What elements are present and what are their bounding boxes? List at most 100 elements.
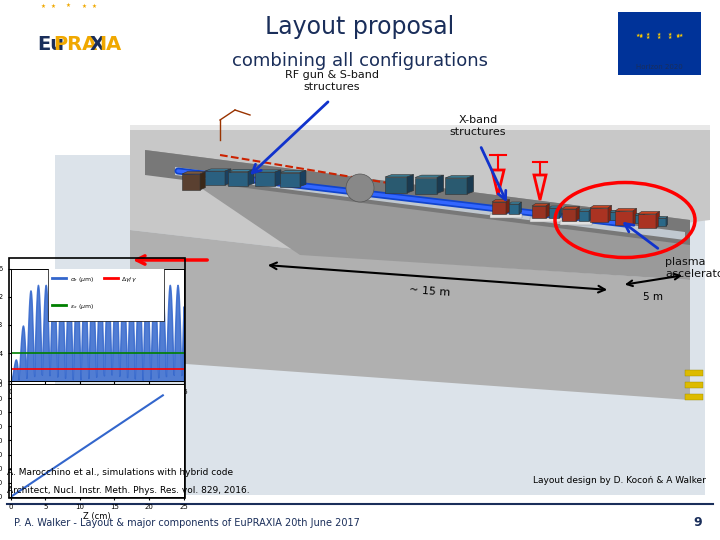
Bar <box>509 204 519 214</box>
Polygon shape <box>666 217 667 226</box>
Text: Horizon 2020: Horizon 2020 <box>636 64 683 70</box>
FancyBboxPatch shape <box>55 154 705 495</box>
Polygon shape <box>635 213 644 215</box>
FancyBboxPatch shape <box>48 267 163 321</box>
Polygon shape <box>562 207 580 209</box>
Text: ★: ★ <box>638 34 643 39</box>
Text: ★: ★ <box>657 35 662 40</box>
Bar <box>532 206 546 218</box>
Bar <box>490 214 522 218</box>
Polygon shape <box>638 212 660 214</box>
Bar <box>182 174 200 190</box>
Bar <box>579 211 589 221</box>
Polygon shape <box>300 171 306 186</box>
Polygon shape <box>225 169 231 185</box>
Bar <box>685 370 703 376</box>
Bar <box>638 214 656 228</box>
Text: Layout proposal: Layout proposal <box>266 15 454 39</box>
Polygon shape <box>407 174 413 193</box>
Bar <box>658 218 666 226</box>
Polygon shape <box>280 171 306 172</box>
Bar <box>228 172 248 186</box>
Polygon shape <box>200 172 205 190</box>
Polygon shape <box>633 208 636 225</box>
Bar <box>560 221 592 225</box>
Text: RF gun & S-band
structures: RF gun & S-band structures <box>285 70 379 92</box>
Text: $\epsilon_x$ ($\mu$m): $\epsilon_x$ ($\mu$m) <box>70 302 94 311</box>
Polygon shape <box>643 213 644 223</box>
Polygon shape <box>559 206 562 218</box>
Text: ★: ★ <box>635 33 640 38</box>
Polygon shape <box>590 206 611 208</box>
Polygon shape <box>175 167 685 240</box>
Polygon shape <box>519 202 521 214</box>
Bar <box>562 209 576 221</box>
Polygon shape <box>130 125 710 130</box>
Polygon shape <box>228 170 254 172</box>
Text: PRA: PRA <box>53 35 97 54</box>
Bar <box>685 382 703 388</box>
Polygon shape <box>576 207 580 221</box>
Polygon shape <box>579 209 592 211</box>
Polygon shape <box>255 170 281 172</box>
Text: Layout design by D. Kocoń & A Walker: Layout design by D. Kocoń & A Walker <box>533 476 706 485</box>
Text: ★: ★ <box>667 32 672 37</box>
Bar <box>205 171 225 185</box>
Polygon shape <box>437 175 444 193</box>
Polygon shape <box>130 230 690 400</box>
Text: ★: ★ <box>646 32 651 37</box>
Polygon shape <box>130 125 710 260</box>
Polygon shape <box>656 212 660 228</box>
Text: ★: ★ <box>646 35 651 39</box>
Bar <box>445 178 467 194</box>
Text: ★: ★ <box>678 33 683 38</box>
Polygon shape <box>467 176 474 194</box>
Text: ★: ★ <box>66 3 71 8</box>
Text: 5 m: 5 m <box>643 292 663 302</box>
Text: P. A. Walker - Layout & major components of EuPRAXIA 20th June 2017: P. A. Walker - Layout & major components… <box>14 518 360 528</box>
Text: combining all configurations: combining all configurations <box>232 52 488 70</box>
Text: ★: ★ <box>40 4 45 9</box>
Text: X-band
structures: X-band structures <box>450 116 506 137</box>
Text: ★: ★ <box>675 34 680 39</box>
X-axis label: Z (cm): Z (cm) <box>84 512 111 521</box>
Polygon shape <box>549 206 562 208</box>
Text: 9: 9 <box>693 516 702 530</box>
Bar <box>280 172 300 186</box>
Text: $\Delta\gamma/\gamma$: $\Delta\gamma/\gamma$ <box>122 275 138 285</box>
Polygon shape <box>492 200 510 202</box>
Text: Eu: Eu <box>37 35 65 54</box>
Text: ★: ★ <box>91 4 96 9</box>
Text: ~ 15 m: ~ 15 m <box>409 285 451 298</box>
Polygon shape <box>248 170 254 186</box>
Polygon shape <box>445 176 474 178</box>
Bar <box>549 208 559 218</box>
Polygon shape <box>509 202 521 204</box>
Text: ★: ★ <box>675 33 680 38</box>
Text: ★: ★ <box>81 4 86 9</box>
Polygon shape <box>618 211 620 220</box>
Text: plasma
accelerator: plasma accelerator <box>665 257 720 279</box>
Polygon shape <box>546 204 549 218</box>
Bar <box>492 202 506 214</box>
Bar <box>685 394 703 400</box>
Polygon shape <box>658 217 667 218</box>
Bar <box>385 177 407 193</box>
Text: $\sigma_z$ ($\mu$m): $\sigma_z$ ($\mu$m) <box>70 275 94 285</box>
Polygon shape <box>415 175 444 178</box>
Polygon shape <box>205 169 231 171</box>
Bar <box>635 215 643 223</box>
Polygon shape <box>615 208 636 211</box>
Text: ★: ★ <box>638 33 643 38</box>
Text: A. Marocchino et al., simulations with hybrid code: A. Marocchino et al., simulations with h… <box>7 468 233 477</box>
Text: X: X <box>89 35 104 54</box>
Polygon shape <box>532 204 549 206</box>
Text: ★: ★ <box>657 32 662 37</box>
Polygon shape <box>182 172 205 174</box>
Bar <box>615 211 633 225</box>
Bar <box>255 172 275 186</box>
Bar <box>415 178 437 193</box>
Polygon shape <box>145 150 690 245</box>
Polygon shape <box>589 209 592 221</box>
Text: Architect, Nucl. Instr. Meth. Phys. Res. vol. 829, 2016.: Architect, Nucl. Instr. Meth. Phys. Res.… <box>7 487 250 496</box>
